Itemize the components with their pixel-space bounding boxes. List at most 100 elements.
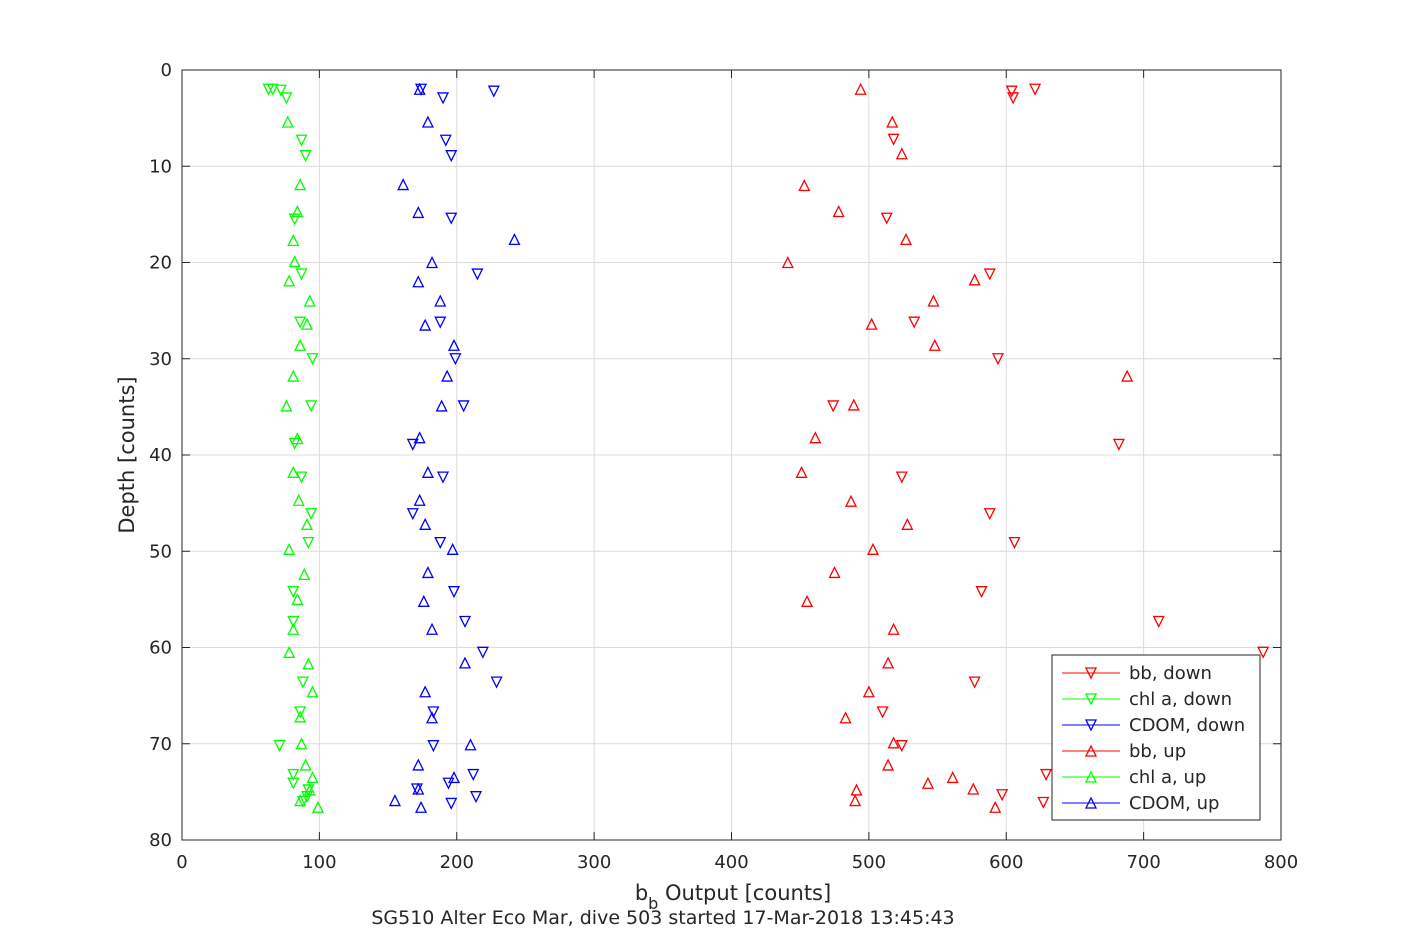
data-point: [887, 133, 900, 146]
data-point: [983, 508, 996, 521]
series-2: [406, 83, 503, 810]
data-point: [880, 212, 893, 225]
data-point: [490, 676, 503, 689]
data-point: [436, 92, 450, 105]
data-point: [476, 646, 489, 659]
legend-box: [1051, 654, 1261, 821]
data-point: [967, 782, 980, 795]
x-tick-label: 600: [989, 852, 1023, 873]
data-point: [414, 83, 428, 96]
data-point: [1257, 646, 1270, 659]
data-point: [283, 645, 296, 658]
data-point: [908, 316, 921, 329]
data-point: [291, 205, 304, 218]
data-point: [946, 770, 959, 784]
legend-label: chl a, down: [1129, 689, 1232, 710]
data-point: [989, 800, 1002, 813]
data-point: [901, 517, 914, 530]
data-point: [397, 178, 410, 191]
y-tick-label: 10: [149, 156, 172, 177]
data-point: [445, 797, 458, 810]
data-point: [447, 338, 461, 351]
x-tick-label: 100: [302, 852, 336, 873]
legend-marker: [1084, 719, 1098, 732]
data-point: [439, 134, 452, 147]
data-point: [1121, 369, 1134, 382]
data-point: [412, 275, 425, 288]
data-point: [306, 770, 319, 784]
data-point: [1005, 85, 1018, 98]
data-point: [294, 794, 307, 807]
y-tick-label: 30: [149, 349, 172, 370]
data-point: [413, 493, 426, 506]
data-point: [287, 768, 300, 782]
data-point: [421, 465, 434, 478]
data-point: [300, 517, 314, 530]
series-3: [781, 82, 1134, 813]
y-tick-label: 80: [149, 830, 172, 851]
data-point: [1037, 796, 1050, 809]
data-point: [996, 789, 1009, 802]
data-point: [968, 273, 981, 286]
data-point: [882, 758, 895, 771]
data-point: [287, 586, 300, 599]
x-tick-label: 300: [577, 852, 611, 873]
data-point: [419, 685, 432, 698]
data-point: [288, 255, 301, 268]
data-point: [854, 82, 867, 95]
data-point: [413, 431, 426, 444]
data-point: [421, 115, 434, 128]
data-point: [436, 471, 450, 484]
y-tick-label: 20: [149, 253, 172, 274]
data-point: [445, 150, 458, 163]
data-point: [299, 758, 312, 771]
data-point: [414, 800, 428, 813]
legend-marker: [1084, 744, 1098, 757]
data-point: [1112, 438, 1125, 451]
data-point: [471, 268, 484, 281]
data-point: [445, 212, 458, 225]
data-point: [887, 622, 900, 635]
data-point: [927, 294, 940, 307]
data-point: [294, 338, 307, 351]
data-point: [447, 770, 461, 784]
data-point: [287, 777, 300, 790]
data-point: [300, 317, 314, 330]
data-point: [294, 178, 307, 191]
data-point: [1029, 83, 1042, 96]
x-tick-label: 800: [1264, 852, 1298, 873]
data-point: [417, 594, 430, 607]
data-point: [280, 92, 293, 105]
data-point: [419, 318, 432, 331]
x-axis-label: bb Output [counts]: [635, 881, 831, 913]
data-point: [809, 431, 822, 444]
legend-label: bb, up: [1129, 741, 1186, 762]
data-point: [469, 791, 483, 804]
data-point: [412, 782, 425, 795]
data-point: [862, 685, 875, 698]
y-tick-label: 0: [161, 60, 172, 81]
data-point: [847, 398, 860, 411]
x-axis-label-subscript: b: [648, 894, 658, 913]
data-point: [446, 542, 459, 555]
data-point: [413, 82, 426, 95]
data-point: [292, 493, 305, 506]
data-point: [287, 233, 300, 247]
data-point: [425, 256, 439, 269]
data-point: [464, 738, 477, 751]
legend-label: CDOM, down: [1129, 715, 1245, 736]
data-point: [1008, 536, 1021, 550]
data-point: [434, 294, 447, 307]
data-point: [508, 232, 521, 246]
data-point: [295, 471, 308, 484]
y-axis-label: Depth [counts]: [115, 376, 139, 533]
data-point: [306, 353, 319, 366]
x-tick-label: 200: [440, 852, 474, 873]
series-4: [280, 115, 325, 813]
data-point: [287, 622, 300, 635]
data-point: [899, 232, 913, 246]
data-point: [274, 84, 287, 97]
data-point: [291, 432, 304, 445]
data-point: [406, 438, 419, 451]
